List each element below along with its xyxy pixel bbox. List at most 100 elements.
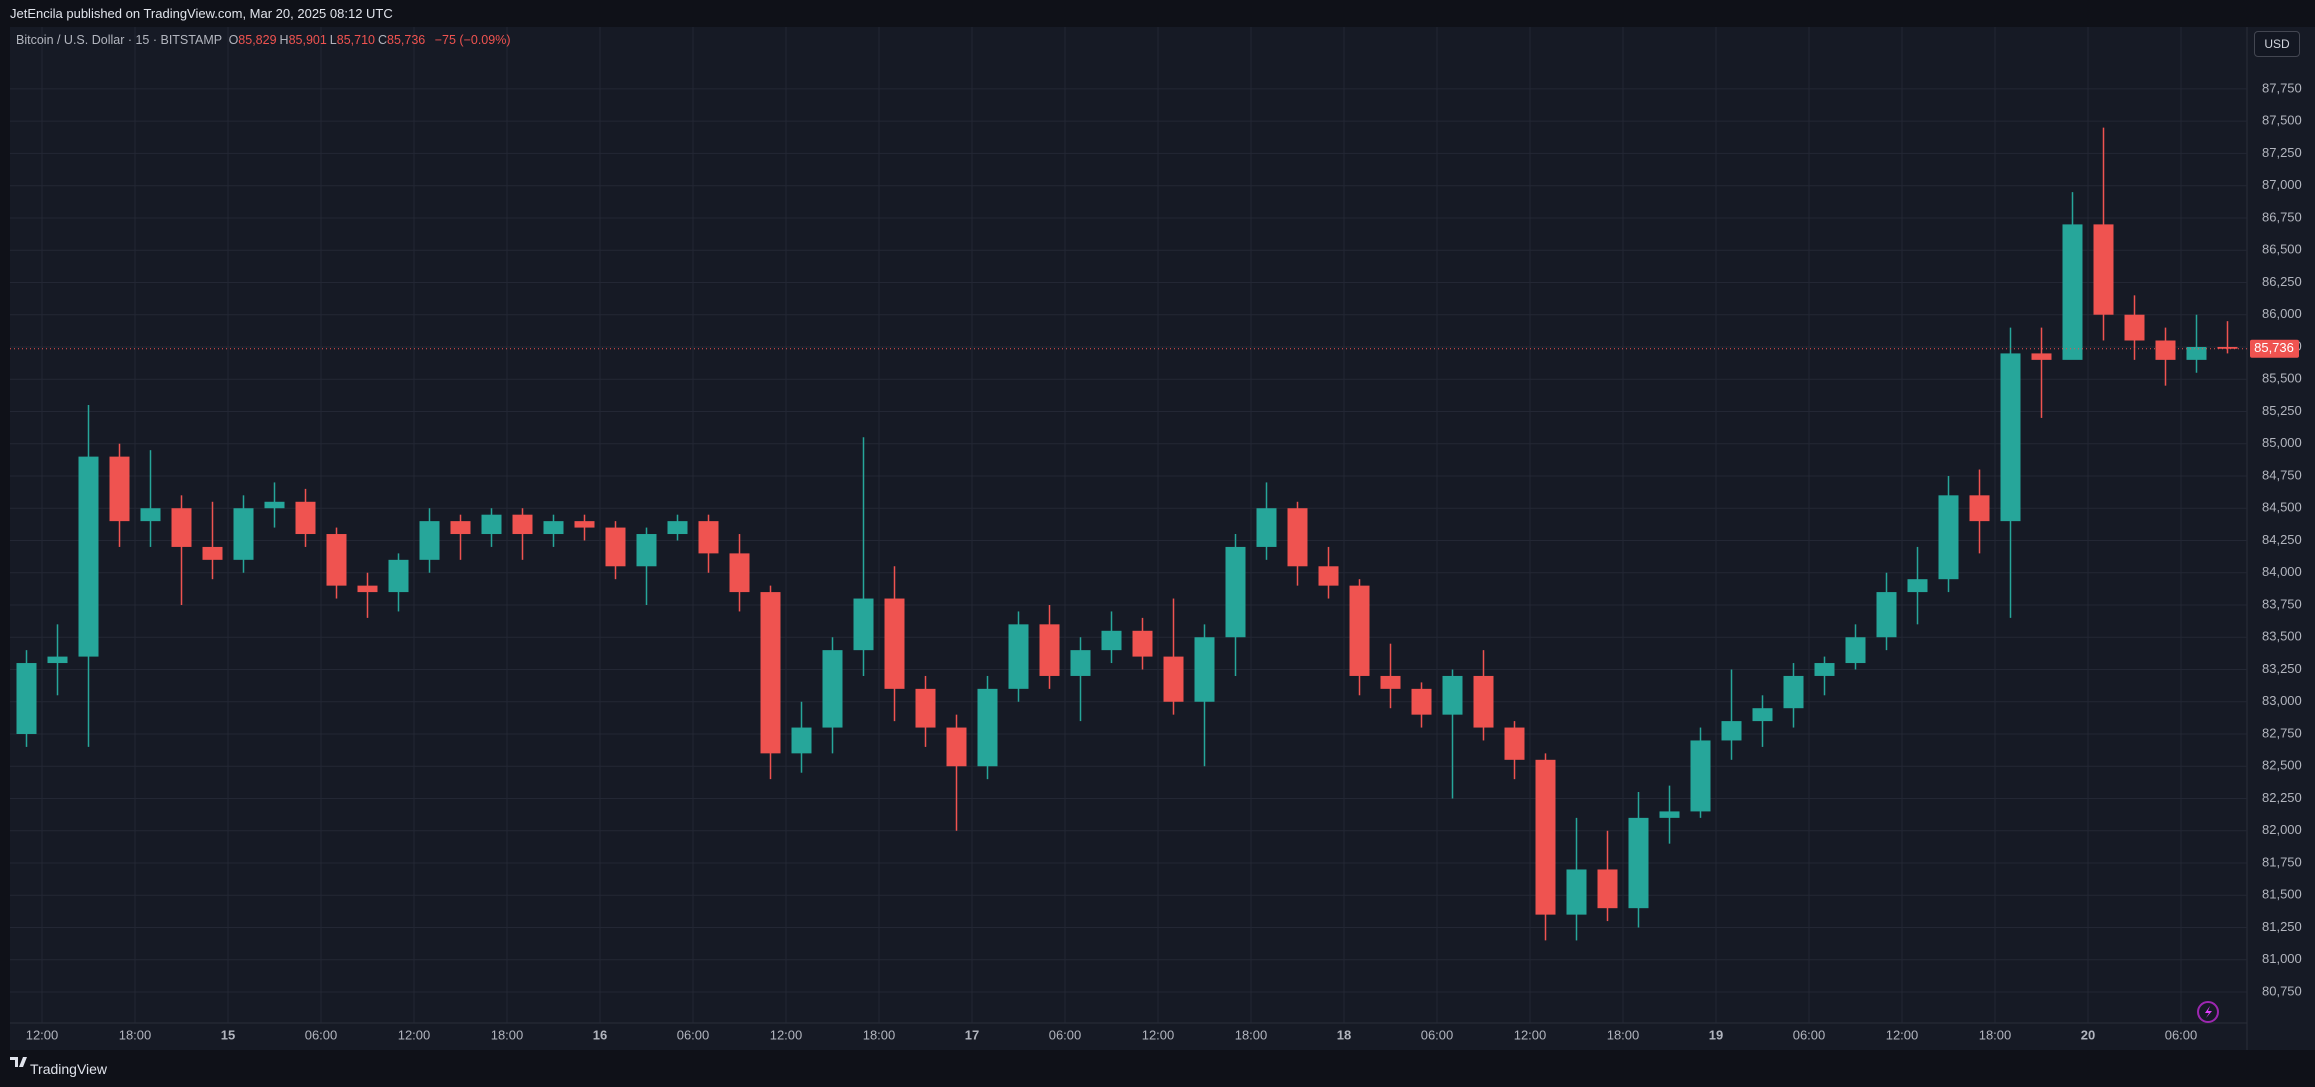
candle-body [1907, 579, 1928, 593]
candle-body [295, 501, 316, 535]
y-tick-label: 87,250 [2262, 145, 2302, 160]
ohlc-key: C [377, 33, 388, 47]
y-tick-label: 87,000 [2262, 177, 2302, 192]
y-tick-label: 83,500 [2262, 629, 2302, 644]
last-price-label: 85,736 [2254, 340, 2294, 355]
symbol-name: Bitcoin / U.S. Dollar · 15 · BITSTAMP [16, 33, 223, 47]
y-tick-label: 86,750 [2262, 209, 2302, 224]
candle-body [698, 521, 719, 554]
x-tick-label: 15 [221, 1027, 235, 1042]
candle-body [1473, 675, 1494, 728]
axis-labels: 80,750 81,000 81,250 81,500 81,750 82,000 82,2… [26, 80, 2302, 1042]
x-tick-label: 20 [2081, 1027, 2095, 1042]
last-price-tag [2250, 339, 2299, 358]
x-tick-label: 19 [1709, 1027, 1723, 1042]
alert-icon[interactable] [2197, 1001, 2219, 1023]
y-tick-label: 81,250 [2262, 919, 2302, 934]
x-tick-label: 18:00 [1235, 1027, 1268, 1042]
candle-body [884, 598, 905, 689]
candle-body [2217, 346, 2238, 349]
candle-body [1442, 675, 1463, 715]
candle-body [1008, 624, 1029, 689]
y-tick-label: 86,000 [2262, 306, 2302, 321]
candle-body [450, 521, 471, 535]
candle-body [1752, 708, 1773, 722]
y-tick-label: 82,250 [2262, 790, 2302, 805]
candle-body [822, 650, 843, 728]
candle-body [574, 521, 595, 528]
y-tick-label: 84,750 [2262, 467, 2302, 482]
candle-body [977, 688, 998, 767]
y-tick-label: 85,250 [2262, 403, 2302, 418]
candle-body [140, 508, 161, 522]
candle-body [853, 598, 874, 651]
candle-body [109, 456, 130, 522]
candle-body [481, 514, 502, 535]
candle-body [1597, 869, 1618, 909]
currency-button[interactable]: USD [2254, 31, 2300, 57]
y-tick-label: 85,500 [2262, 371, 2302, 386]
candle-body [2031, 353, 2052, 360]
candle-body [388, 559, 409, 593]
candle-body [1101, 630, 1122, 651]
x-tick-label: 06:00 [305, 1027, 338, 1042]
candle-body [1318, 566, 1339, 586]
x-tick-label: 18:00 [491, 1027, 524, 1042]
candle-body [1814, 663, 1835, 676]
candle-body [2000, 353, 2021, 522]
candle-body [1721, 721, 1742, 741]
x-tick-label: 12:00 [1886, 1027, 1919, 1042]
tradingview-logo [10, 1057, 27, 1067]
y-tick-label: 85,000 [2262, 435, 2302, 450]
candle-body [2155, 340, 2176, 360]
candle-body [1380, 675, 1401, 689]
candle-body [946, 727, 967, 767]
publish-info: JetEncila published on TradingView.com, … [10, 6, 393, 21]
x-tick-label: 06:00 [1793, 1027, 1826, 1042]
x-tick-label: 12:00 [1142, 1027, 1175, 1042]
y-tick-label: 87,750 [2262, 80, 2302, 95]
y-tick-label: 84,000 [2262, 564, 2302, 579]
plot-area [10, 27, 2247, 1023]
time-axis [10, 1023, 2247, 1050]
candle-body [636, 534, 657, 567]
candle-body [1194, 637, 1215, 702]
candle-body [1845, 637, 1866, 664]
candle-body [791, 727, 812, 754]
candle-body [1349, 585, 1370, 676]
candle-body [1163, 656, 1184, 702]
x-tick-label: 12:00 [26, 1027, 59, 1042]
candle-body [264, 501, 285, 509]
ohlc-value: 85,710 [336, 33, 375, 47]
candle-body [47, 656, 68, 664]
candle-body [1566, 869, 1587, 915]
candle-body [512, 514, 533, 535]
candle-body [2093, 224, 2114, 315]
candle-body [419, 521, 440, 560]
change: −75 (−0.09%) [434, 33, 511, 47]
x-tick-label: 16 [593, 1027, 607, 1042]
price-axis [2247, 27, 2315, 1050]
x-tick-label: 12:00 [398, 1027, 431, 1042]
candle-body [2186, 346, 2207, 360]
candle-body [1411, 688, 1432, 715]
ohlc-key: O [228, 33, 239, 47]
ohlc-key: L [329, 33, 337, 47]
ohlc-value: 85,901 [288, 33, 327, 47]
y-tick-label: 82,500 [2262, 758, 2302, 773]
y-tick-label: 84,250 [2262, 532, 2302, 547]
ohlc-value: 85,829 [238, 33, 277, 47]
candle-body [78, 456, 99, 657]
candle-body [667, 521, 688, 535]
y-tick-label: 84,500 [2262, 500, 2302, 515]
candle-body [543, 521, 564, 535]
candle-body [2062, 224, 2083, 360]
y-tick-label: 83,250 [2262, 661, 2302, 676]
x-tick-label: 12:00 [770, 1027, 803, 1042]
y-tick-label: 83,000 [2262, 693, 2302, 708]
x-tick-label: 18 [1337, 1027, 1351, 1042]
candle-body [1783, 675, 1804, 709]
x-tick-label: 17 [965, 1027, 979, 1042]
candle-body [1070, 650, 1091, 676]
ohlc-key: H [279, 33, 289, 47]
